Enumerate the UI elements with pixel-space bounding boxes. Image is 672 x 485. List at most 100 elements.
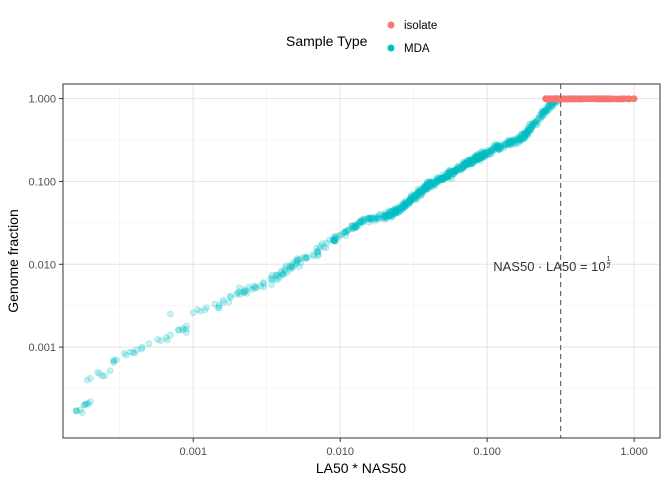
point-mda [372,215,380,223]
point-isolate [630,95,638,103]
point-mda [405,197,413,205]
point-mda [385,209,392,217]
point-mda [110,357,118,365]
point-mda [352,223,360,231]
point-mda [455,165,462,173]
point-mda [517,137,524,145]
point-mda [402,200,409,207]
point-mda [461,161,468,168]
point-mda [476,151,484,159]
point-mda [503,139,511,147]
point-mda [520,134,527,142]
point-mda [96,370,103,377]
point-mda [320,243,328,251]
point-mda [413,195,421,202]
point-mda [341,228,349,235]
point-mda [408,191,415,198]
point-mda [526,123,533,131]
point-mda [389,210,397,218]
point-mda [425,181,433,188]
point-mda [524,131,532,139]
point-mda [428,180,436,188]
point-mda [515,136,523,144]
point-mda [539,108,547,116]
point-mda [377,211,385,218]
point-mda [475,151,482,158]
point-mda [506,139,513,147]
point-mda [418,191,425,198]
point-mda [396,207,404,215]
point-isolate [580,95,587,103]
point-mda [411,191,418,199]
point-mda [540,108,548,115]
point-isolate [550,95,557,103]
point-mda [399,205,407,212]
point-mda [451,167,459,174]
point-mda [428,181,436,188]
point-mda [444,173,451,181]
point-mda [201,306,209,314]
point-mda [480,153,487,161]
point-mda [352,224,359,231]
point-mda [481,152,488,160]
point-mda [496,143,504,151]
point-mda [292,260,300,268]
point-mda [278,269,286,276]
point-mda [522,129,530,137]
point-mda [314,248,321,256]
point-mda [411,195,419,203]
point-mda [466,157,474,165]
point-mda [407,196,414,204]
point-mda [252,283,260,291]
point-mda [476,153,484,161]
point-mda [429,183,436,190]
point-mda [409,195,416,203]
point-isolate [588,95,596,102]
point-mda [514,139,522,147]
point-mda [460,161,467,168]
point-mda [388,208,395,216]
x-axis: 0.001 0.010 0.100 1.000 [179,438,648,458]
point-mda [495,146,503,154]
point-mda [440,176,447,183]
point-mda [519,134,526,142]
point-mda [516,136,524,143]
point-mda [518,136,525,144]
point-mda [469,156,477,164]
point-mda [344,227,351,234]
point-mda [427,178,435,185]
point-mda [428,181,435,189]
point-mda [448,175,455,182]
point-mda [542,107,550,115]
point-mda [348,225,356,232]
point-mda [508,138,515,146]
point-mda [495,143,503,151]
point-mda [215,304,222,312]
point-mda [455,164,463,171]
point-mda [477,154,485,162]
point-mda [396,207,404,215]
point-mda [415,189,422,196]
point-mda [410,193,418,201]
point-mda [427,183,434,191]
point-mda [420,186,428,194]
point-mda [329,236,337,244]
point-mda [474,156,482,163]
legend-label-isolate: isolate [404,20,437,32]
point-mda [412,190,419,197]
point-mda [389,211,396,219]
point-mda [445,171,453,178]
point-mda [452,167,459,175]
point-mda [479,152,486,159]
point-mda [484,149,492,157]
point-mda [401,204,409,211]
point-mda [472,154,480,161]
point-mda [436,176,444,183]
point-mda [434,177,442,184]
legend-key-isolate [387,21,395,29]
point-mda [319,240,326,247]
point-mda [495,142,503,149]
point-mda [466,157,473,164]
point-mda [419,187,427,195]
point-mda [439,174,447,182]
